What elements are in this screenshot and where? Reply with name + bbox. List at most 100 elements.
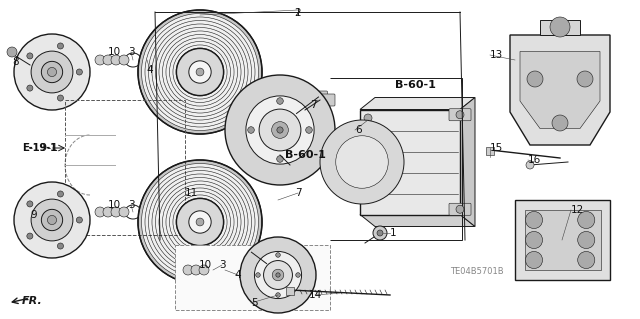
Circle shape bbox=[166, 38, 234, 106]
Circle shape bbox=[296, 273, 300, 277]
Text: 15: 15 bbox=[490, 143, 503, 153]
Polygon shape bbox=[515, 200, 610, 280]
Circle shape bbox=[42, 61, 63, 83]
Circle shape bbox=[578, 251, 595, 269]
Circle shape bbox=[196, 218, 204, 226]
Circle shape bbox=[456, 205, 464, 213]
Circle shape bbox=[272, 269, 284, 281]
Text: 16: 16 bbox=[528, 155, 541, 165]
Circle shape bbox=[163, 184, 237, 260]
Circle shape bbox=[255, 251, 301, 299]
Text: 14: 14 bbox=[308, 290, 322, 300]
Text: 13: 13 bbox=[490, 50, 503, 60]
Bar bbox=[286, 287, 294, 295]
Circle shape bbox=[173, 45, 227, 99]
Circle shape bbox=[525, 251, 543, 269]
Text: 3: 3 bbox=[219, 260, 225, 270]
Circle shape bbox=[177, 48, 223, 96]
Text: TE04B5701B: TE04B5701B bbox=[450, 268, 504, 277]
Circle shape bbox=[156, 177, 244, 267]
FancyBboxPatch shape bbox=[317, 94, 335, 106]
Circle shape bbox=[138, 10, 262, 134]
Bar bbox=[175, 245, 330, 310]
Text: 7: 7 bbox=[294, 188, 301, 198]
Circle shape bbox=[276, 253, 280, 257]
Circle shape bbox=[276, 156, 284, 162]
Circle shape bbox=[173, 195, 227, 249]
Circle shape bbox=[159, 31, 241, 113]
Circle shape bbox=[58, 43, 63, 49]
Circle shape bbox=[58, 191, 63, 197]
Circle shape bbox=[27, 233, 33, 239]
Text: 2: 2 bbox=[294, 8, 301, 18]
Circle shape bbox=[177, 198, 223, 246]
Circle shape bbox=[320, 120, 404, 204]
Circle shape bbox=[170, 191, 230, 253]
Circle shape bbox=[276, 293, 280, 297]
Circle shape bbox=[27, 53, 33, 59]
Circle shape bbox=[276, 273, 280, 277]
Circle shape bbox=[111, 207, 121, 217]
Circle shape bbox=[27, 201, 33, 207]
Circle shape bbox=[42, 209, 63, 231]
Circle shape bbox=[189, 61, 211, 83]
Text: E-19-1: E-19-1 bbox=[23, 143, 59, 153]
Circle shape bbox=[526, 161, 534, 169]
Bar bbox=[65, 100, 185, 235]
Circle shape bbox=[191, 265, 201, 275]
Circle shape bbox=[248, 127, 254, 133]
Polygon shape bbox=[460, 98, 475, 226]
Polygon shape bbox=[510, 35, 610, 145]
Circle shape bbox=[103, 207, 113, 217]
Circle shape bbox=[47, 215, 56, 225]
Circle shape bbox=[264, 261, 292, 289]
FancyBboxPatch shape bbox=[449, 109, 471, 121]
Circle shape bbox=[47, 67, 56, 77]
Circle shape bbox=[373, 226, 387, 240]
Circle shape bbox=[148, 20, 252, 123]
Circle shape bbox=[95, 207, 105, 217]
Circle shape bbox=[141, 13, 259, 130]
Circle shape bbox=[550, 17, 570, 37]
Text: 7: 7 bbox=[310, 100, 316, 110]
Circle shape bbox=[141, 164, 259, 280]
Text: 3: 3 bbox=[128, 200, 134, 210]
Circle shape bbox=[7, 47, 17, 57]
Text: 12: 12 bbox=[571, 205, 584, 215]
FancyBboxPatch shape bbox=[314, 91, 328, 101]
Text: 8: 8 bbox=[12, 57, 19, 67]
Circle shape bbox=[246, 96, 314, 164]
Bar bbox=[540, 20, 580, 35]
Circle shape bbox=[31, 51, 73, 93]
Circle shape bbox=[76, 217, 83, 223]
Circle shape bbox=[170, 41, 230, 102]
Circle shape bbox=[306, 127, 312, 133]
FancyBboxPatch shape bbox=[449, 203, 471, 215]
Circle shape bbox=[27, 85, 33, 91]
Circle shape bbox=[196, 68, 204, 76]
Text: 9: 9 bbox=[30, 210, 36, 220]
Circle shape bbox=[156, 27, 244, 116]
Bar bbox=[486, 147, 494, 155]
Circle shape bbox=[152, 24, 248, 120]
Text: 4: 4 bbox=[235, 270, 241, 280]
Circle shape bbox=[14, 182, 90, 258]
Circle shape bbox=[552, 115, 568, 131]
Circle shape bbox=[525, 211, 543, 228]
FancyBboxPatch shape bbox=[246, 246, 260, 256]
Circle shape bbox=[271, 122, 289, 138]
Circle shape bbox=[103, 55, 113, 65]
Circle shape bbox=[259, 109, 301, 151]
Circle shape bbox=[138, 160, 262, 284]
Circle shape bbox=[119, 55, 129, 65]
Circle shape bbox=[336, 136, 388, 188]
Circle shape bbox=[364, 114, 372, 122]
Circle shape bbox=[152, 174, 248, 270]
Circle shape bbox=[578, 232, 595, 249]
Circle shape bbox=[456, 111, 464, 119]
Polygon shape bbox=[360, 98, 475, 109]
Circle shape bbox=[95, 55, 105, 65]
Text: 5: 5 bbox=[251, 298, 258, 308]
Circle shape bbox=[111, 55, 121, 65]
Circle shape bbox=[256, 273, 260, 277]
